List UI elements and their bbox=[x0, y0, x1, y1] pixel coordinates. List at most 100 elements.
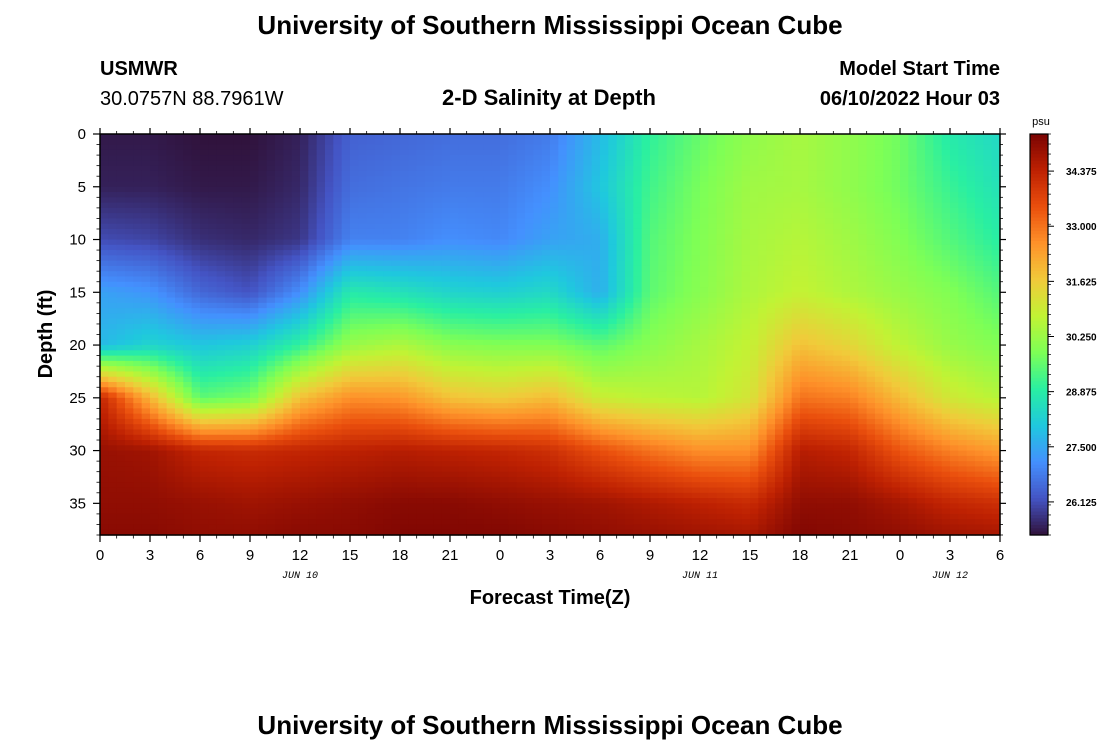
heatmap-cell bbox=[216, 250, 226, 256]
heatmap-cell bbox=[600, 271, 609, 278]
heatmap-cell bbox=[475, 466, 484, 473]
heatmap-cell bbox=[600, 508, 609, 515]
heatmap-cell bbox=[133, 355, 143, 362]
heatmap-cell bbox=[375, 176, 384, 183]
heatmap-cell bbox=[541, 218, 551, 225]
heatmap-cell bbox=[266, 192, 276, 198]
heatmap-cell bbox=[566, 429, 576, 436]
heatmap-cell bbox=[200, 228, 209, 235]
heatmap-cell bbox=[216, 455, 226, 462]
heatmap-cell bbox=[500, 281, 509, 288]
heatmap-cell bbox=[208, 345, 218, 351]
heatmap-cell bbox=[591, 366, 601, 373]
heatmap-cell bbox=[358, 329, 368, 336]
heatmap-cell bbox=[491, 176, 501, 183]
heatmap-cell bbox=[141, 234, 151, 241]
heatmap-cell bbox=[391, 529, 401, 536]
heatmap-cell bbox=[600, 345, 609, 351]
heatmap-cell bbox=[475, 397, 484, 404]
heatmap-cell bbox=[191, 297, 201, 304]
heatmap-cell bbox=[550, 482, 559, 489]
heatmap-cell bbox=[558, 408, 568, 415]
heatmap-cell bbox=[133, 413, 143, 420]
heatmap-cell bbox=[433, 323, 443, 330]
heatmap-cell bbox=[383, 250, 393, 256]
heatmap-cell bbox=[333, 165, 343, 172]
heatmap-cell bbox=[375, 434, 384, 441]
heatmap-cell bbox=[558, 466, 568, 473]
heatmap-cell bbox=[200, 170, 209, 177]
heatmap-cell bbox=[416, 202, 426, 209]
heatmap-cell bbox=[150, 350, 159, 357]
heatmap-cell bbox=[316, 155, 326, 161]
heatmap-cell bbox=[575, 360, 584, 367]
heatmap-cell bbox=[125, 202, 134, 209]
heatmap-cell bbox=[591, 271, 601, 278]
heatmap-cell bbox=[616, 213, 626, 220]
heatmap-cell bbox=[316, 371, 326, 378]
heatmap-cell bbox=[308, 244, 318, 251]
heatmap-cell bbox=[275, 339, 284, 346]
heatmap-cell bbox=[175, 207, 184, 214]
heatmap-cell bbox=[608, 339, 618, 346]
heatmap-cell bbox=[616, 302, 626, 309]
heatmap-cell bbox=[508, 192, 518, 198]
heatmap-cell bbox=[300, 160, 309, 167]
heatmap-cell bbox=[508, 503, 518, 510]
heatmap-cell bbox=[166, 461, 176, 468]
heatmap-cell bbox=[458, 408, 468, 415]
heatmap-cell bbox=[266, 165, 276, 172]
heatmap-cell bbox=[633, 176, 643, 183]
heatmap-cell bbox=[208, 524, 218, 531]
heatmap-cell bbox=[575, 308, 584, 314]
heatmap-cell bbox=[125, 218, 134, 225]
heatmap-cell bbox=[158, 139, 168, 146]
heatmap-cell bbox=[191, 260, 201, 267]
heatmap-cell bbox=[483, 503, 493, 510]
heatmap-cell bbox=[166, 228, 176, 235]
heatmap-cell bbox=[116, 387, 126, 394]
heatmap-cell bbox=[191, 271, 201, 278]
heatmap-cell bbox=[350, 202, 359, 209]
heatmap-cell bbox=[150, 487, 159, 494]
heatmap-cell bbox=[433, 408, 443, 415]
heatmap-cell bbox=[308, 181, 318, 188]
heatmap-cell bbox=[433, 429, 443, 436]
heatmap-cell bbox=[566, 445, 576, 452]
heatmap-cell bbox=[133, 466, 143, 473]
heatmap-cell bbox=[116, 160, 126, 167]
heatmap-cell bbox=[408, 360, 418, 367]
heatmap-cell bbox=[108, 381, 118, 388]
heatmap-cell bbox=[108, 176, 118, 183]
heatmap-cell bbox=[633, 244, 643, 251]
heatmap-cell bbox=[100, 313, 109, 320]
heatmap-cell bbox=[533, 360, 543, 367]
heatmap-cell bbox=[533, 508, 543, 515]
heatmap-cell bbox=[258, 424, 268, 431]
heatmap-cell bbox=[600, 450, 609, 457]
heatmap-cell bbox=[291, 244, 301, 251]
heatmap-cell bbox=[433, 450, 443, 457]
heatmap-cell bbox=[541, 271, 551, 278]
heatmap-cell bbox=[208, 360, 218, 367]
heatmap-cell bbox=[175, 176, 184, 183]
heatmap-cell bbox=[216, 440, 226, 446]
heatmap-cell bbox=[566, 403, 576, 409]
heatmap-cell bbox=[216, 186, 226, 193]
heatmap-cell bbox=[475, 176, 484, 183]
heatmap-cell bbox=[125, 313, 134, 320]
heatmap-cell bbox=[583, 434, 593, 441]
heatmap-cell bbox=[133, 155, 143, 161]
heatmap-cell bbox=[100, 160, 109, 167]
heatmap-cell bbox=[116, 271, 126, 278]
heatmap-cell bbox=[550, 308, 559, 314]
heatmap-cell bbox=[525, 450, 534, 457]
heatmap-cell bbox=[383, 134, 393, 140]
heatmap-cell bbox=[458, 334, 468, 341]
heatmap-cell bbox=[433, 302, 443, 309]
heatmap-cell bbox=[616, 250, 626, 256]
heatmap-cell bbox=[325, 429, 334, 436]
heatmap-cell bbox=[325, 408, 334, 415]
heatmap-cell bbox=[500, 329, 509, 336]
heatmap-cell bbox=[175, 181, 184, 188]
